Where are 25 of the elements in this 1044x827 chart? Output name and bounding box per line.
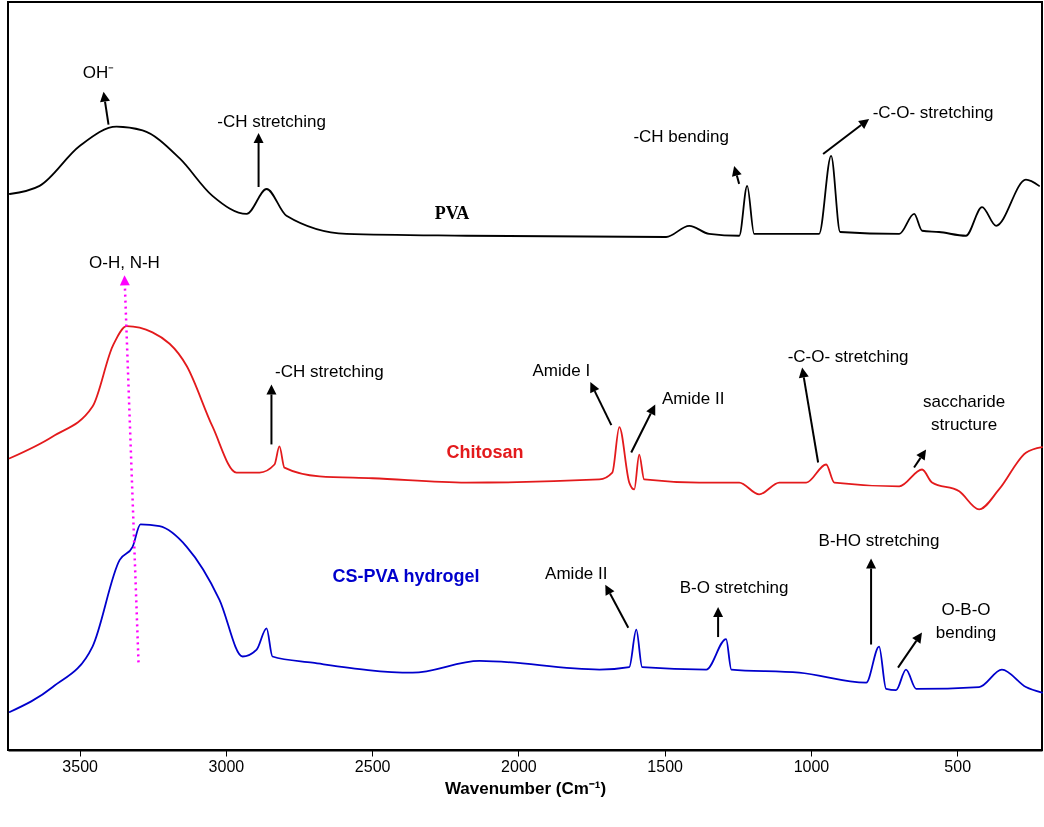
annotation: O-H, N-H [89, 253, 160, 273]
x-axis-title: Wavenumber (Cm⁻¹) [444, 778, 607, 798]
annotation: -CH stretching [217, 112, 326, 131]
series-label: Chitosan [446, 442, 524, 462]
x-tick-label: 2500 [354, 757, 391, 775]
annotation: -C-O- stretching [872, 102, 994, 122]
annotation: -CH stretching [275, 362, 384, 382]
annotation: saccharide structure [922, 392, 1006, 434]
annotation: OH⁻ [82, 62, 115, 82]
annotation: Amide II [545, 563, 608, 583]
annotation: -C-O- stretching [787, 346, 909, 366]
series-label: PVA [434, 203, 470, 223]
x-tick-label: 3000 [208, 757, 245, 775]
x-tick-label: 500 [944, 757, 972, 775]
annotation: B-O stretching [679, 578, 789, 598]
x-tick-label: 3500 [62, 757, 99, 775]
x-tick-label: 1000 [793, 757, 830, 775]
annotation: Amide I [532, 361, 591, 381]
text: CS-PVA hydrogel [332, 566, 480, 586]
annotation: Amide II [662, 388, 725, 408]
x-tick-label: 2000 [501, 757, 537, 775]
x-tick-label: 1500 [647, 757, 684, 775]
annotation: O-B-O bending [935, 600, 997, 643]
annotation: B-HO stretching [818, 530, 940, 550]
annotation: -CH bending [633, 126, 729, 146]
